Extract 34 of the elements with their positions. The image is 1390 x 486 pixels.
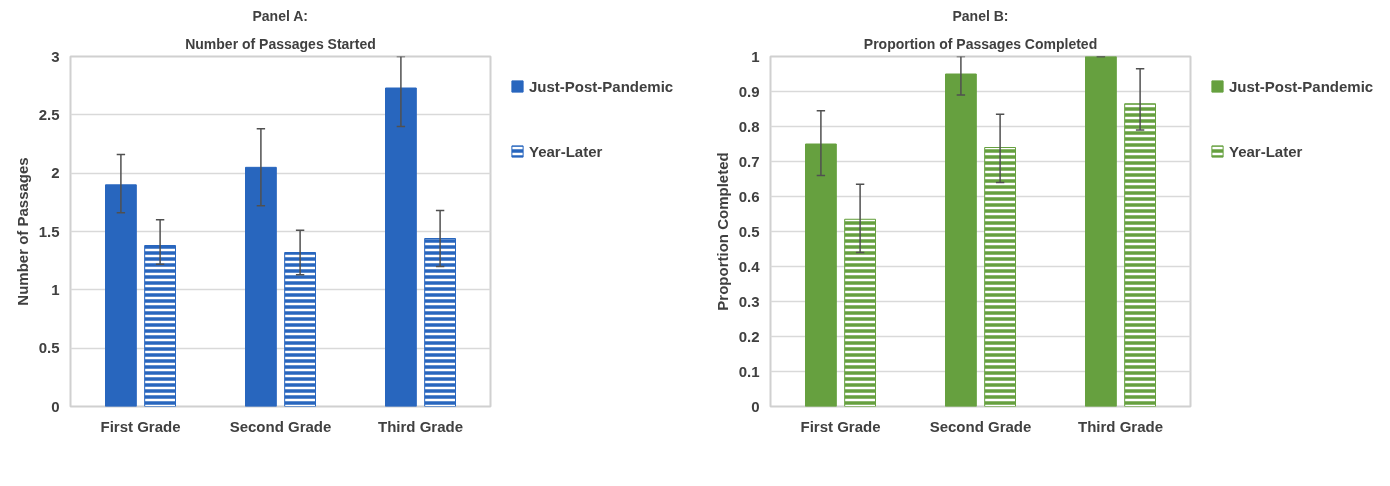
x-tick-label: Third Grade <box>377 417 464 435</box>
y-tick-label: 0.2 <box>738 327 760 345</box>
y-tick-label: 0.5 <box>38 339 60 357</box>
y-tick-label: 0.7 <box>738 152 760 170</box>
y-tick-label: 1 <box>51 280 60 298</box>
x-tick-label: First Grade <box>100 417 181 435</box>
y-tick-label: 0.1 <box>738 362 760 380</box>
x-tick-label: Second Grade <box>929 417 1032 435</box>
y-tick-label: 0.3 <box>738 292 760 310</box>
y-tick-label: 3 <box>51 47 60 65</box>
y-tick-label: 0 <box>751 397 760 415</box>
x-tick-label: Second Grade <box>229 417 332 435</box>
y-axis-title: Number of Passages <box>13 157 31 306</box>
chart-title: Panel B: <box>952 7 1009 24</box>
legend-label: Year-Later <box>1229 141 1303 162</box>
y-tick-label: 0.8 <box>738 117 760 135</box>
legend-label: Year-Later <box>529 141 603 162</box>
x-tick-label: First Grade <box>800 417 881 435</box>
legend-label: Just-Post-Pandemic <box>1229 76 1374 97</box>
legend-label: Just-Post-Pandemic <box>529 76 674 97</box>
y-tick-label: 0.9 <box>738 82 760 100</box>
y-tick-label: 2 <box>51 164 60 182</box>
chart-title: Panel A: <box>252 7 308 24</box>
y-tick-label: 2.5 <box>38 105 60 123</box>
y-axis-title: Proportion Completed <box>713 152 731 311</box>
y-tick-label: 0.6 <box>738 187 760 205</box>
y-tick-label: 1 <box>751 47 760 65</box>
y-tick-label: 1.5 <box>38 222 60 240</box>
y-tick-label: 0.4 <box>738 257 761 275</box>
chart-subtitle: Number of Passages Started <box>185 35 376 52</box>
x-tick-label: Third Grade <box>1077 417 1164 435</box>
y-tick-label: 0 <box>51 397 60 415</box>
chart-subtitle: Proportion of Passages Completed <box>863 35 1098 52</box>
y-tick-label: 0.5 <box>738 222 760 240</box>
